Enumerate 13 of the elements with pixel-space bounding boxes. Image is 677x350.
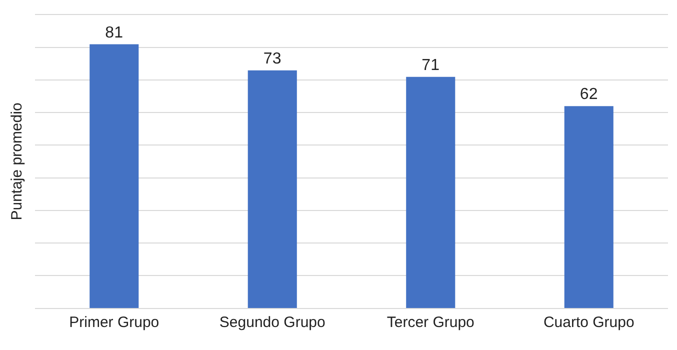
data-label: 62 — [580, 86, 598, 104]
x-tick-label: Segundo Grupo — [219, 314, 326, 331]
bar — [564, 106, 614, 308]
bar — [248, 70, 297, 308]
data-label: 81 — [105, 24, 124, 42]
y-axis-title: Puntaje promedio — [8, 102, 26, 220]
bar — [406, 76, 456, 308]
data-label: 71 — [422, 56, 440, 74]
bar — [90, 44, 139, 308]
x-tick-label: Primer Grupo — [69, 314, 160, 331]
data-label: 73 — [263, 50, 282, 68]
x-tick-label: Cuarto Grupo — [543, 314, 634, 331]
x-tick-label: Tercer Grupo — [386, 314, 474, 331]
